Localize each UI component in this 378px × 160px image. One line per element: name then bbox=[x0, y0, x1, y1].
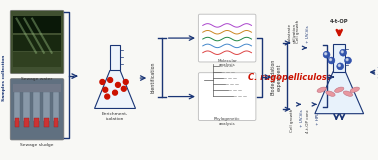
Circle shape bbox=[341, 51, 343, 53]
Circle shape bbox=[330, 59, 332, 61]
Circle shape bbox=[116, 82, 120, 87]
Polygon shape bbox=[315, 72, 364, 114]
Circle shape bbox=[345, 57, 352, 64]
Text: + UV-Vis: + UV-Vis bbox=[306, 25, 310, 43]
Bar bbox=[44, 118, 49, 127]
Bar bbox=[53, 92, 59, 121]
Circle shape bbox=[123, 80, 128, 84]
Text: Sewage water: Sewage water bbox=[22, 77, 53, 81]
Text: Enrichment,
isolation: Enrichment, isolation bbox=[102, 112, 128, 121]
Circle shape bbox=[338, 64, 340, 66]
Bar bbox=[24, 118, 29, 127]
Circle shape bbox=[340, 49, 347, 56]
Ellipse shape bbox=[326, 91, 335, 96]
Bar bbox=[14, 92, 20, 121]
Text: Phylogenetic
analysis: Phylogenetic analysis bbox=[214, 117, 240, 126]
FancyBboxPatch shape bbox=[10, 10, 64, 74]
Polygon shape bbox=[315, 93, 364, 114]
Text: + UV-Vis: + UV-Vis bbox=[300, 109, 304, 127]
Circle shape bbox=[323, 51, 330, 58]
Circle shape bbox=[121, 86, 126, 91]
FancyBboxPatch shape bbox=[198, 73, 256, 120]
Text: Biodegradation
experiment: Biodegradation experiment bbox=[271, 59, 281, 95]
Text: Identification: Identification bbox=[150, 61, 155, 93]
Bar bbox=[33, 92, 40, 121]
FancyBboxPatch shape bbox=[198, 14, 256, 62]
Text: Sewage sludge: Sewage sludge bbox=[20, 143, 54, 147]
Circle shape bbox=[105, 94, 110, 99]
Ellipse shape bbox=[343, 91, 353, 96]
Text: C. rugopelliculosa: C. rugopelliculosa bbox=[248, 73, 333, 82]
Circle shape bbox=[108, 78, 113, 82]
Circle shape bbox=[328, 57, 335, 64]
Text: Cell growth: Cell growth bbox=[296, 20, 300, 43]
Bar bbox=[13, 35, 61, 51]
Ellipse shape bbox=[350, 87, 359, 92]
Circle shape bbox=[103, 87, 108, 92]
Text: + HPLC: + HPLC bbox=[316, 109, 320, 125]
Circle shape bbox=[113, 90, 118, 95]
Ellipse shape bbox=[335, 87, 344, 92]
Text: Molecular
analysis: Molecular analysis bbox=[217, 59, 237, 67]
Text: Cell growth: Cell growth bbox=[290, 109, 294, 132]
Text: Samples collection: Samples collection bbox=[2, 55, 6, 101]
Bar bbox=[34, 118, 39, 127]
Circle shape bbox=[325, 53, 327, 55]
Text: 4-t-OP conc: 4-t-OP conc bbox=[306, 109, 310, 133]
Bar bbox=[23, 92, 30, 121]
Bar bbox=[13, 84, 61, 92]
Circle shape bbox=[337, 63, 344, 70]
Bar bbox=[15, 118, 20, 127]
Circle shape bbox=[100, 80, 105, 84]
Bar bbox=[43, 92, 50, 121]
FancyBboxPatch shape bbox=[10, 79, 64, 140]
Circle shape bbox=[346, 59, 348, 61]
Polygon shape bbox=[110, 45, 120, 70]
Bar bbox=[54, 118, 59, 127]
Text: nutrients: nutrients bbox=[377, 62, 378, 82]
Bar bbox=[13, 52, 61, 67]
Polygon shape bbox=[94, 91, 135, 108]
Ellipse shape bbox=[317, 87, 326, 92]
Polygon shape bbox=[94, 70, 135, 108]
Text: Substrate
utilization: Substrate utilization bbox=[288, 23, 297, 43]
Bar bbox=[13, 16, 61, 33]
Text: 4-t-OP: 4-t-OP bbox=[330, 19, 349, 24]
Polygon shape bbox=[333, 44, 345, 72]
